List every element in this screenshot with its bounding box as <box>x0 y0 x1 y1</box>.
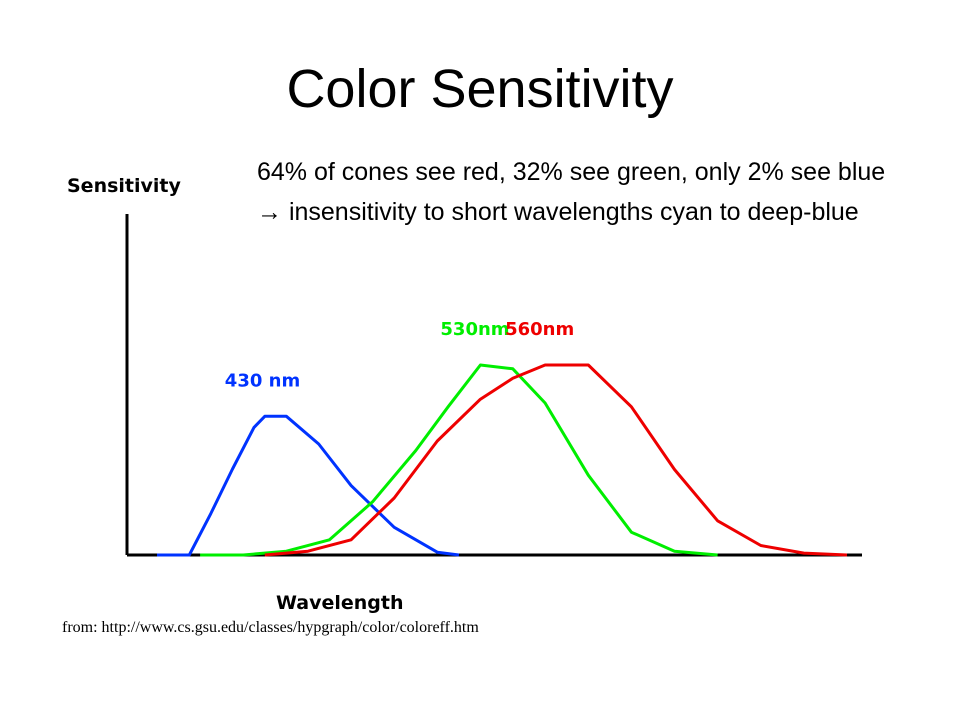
bullet-text: 64% of cones see red, 32% see green, onl… <box>257 152 897 232</box>
series-line-3 <box>264 363 848 557</box>
source-citation: from: http://www.cs.gsu.edu/classes/hypg… <box>62 619 479 636</box>
x-axis-label: Wavelength <box>276 592 404 614</box>
series-line-2 <box>200 363 718 557</box>
peak-label-2: 530nm <box>440 319 509 340</box>
peak-label-3: 560nm <box>505 319 574 340</box>
bullet-text-part1: 64% of cones see red, 32% see green, onl… <box>257 158 886 186</box>
peak-label-1: 430 nm <box>225 370 300 391</box>
y-axis-label: Sensitivity <box>67 175 181 197</box>
slide-title: Color Sensitivity <box>286 59 674 119</box>
right-arrow-icon: → <box>257 198 282 226</box>
bullet-text-part2: insensitivity to short wavelengths cyan … <box>282 198 859 226</box>
series-line-1 <box>157 414 460 557</box>
